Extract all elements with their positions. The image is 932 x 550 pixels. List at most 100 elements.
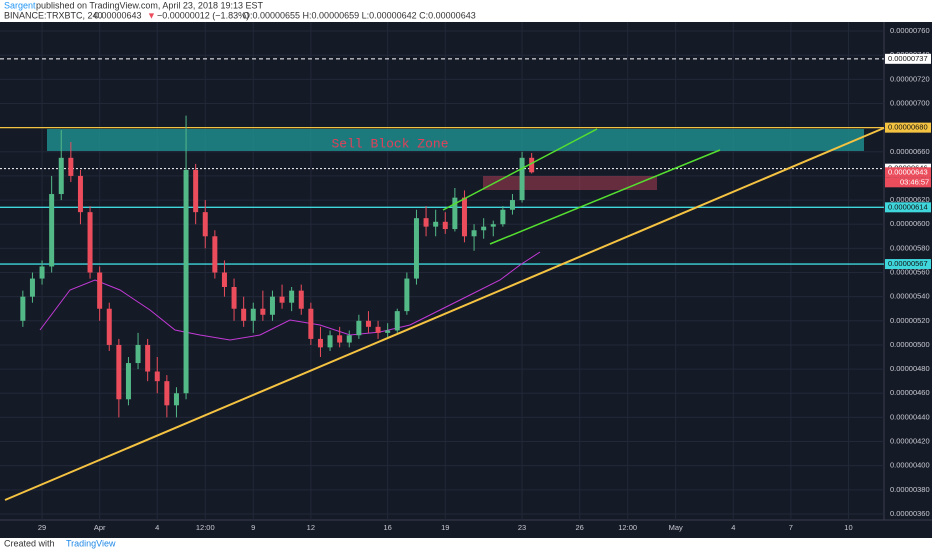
candle-body — [337, 335, 343, 343]
candle-body — [317, 338, 323, 348]
level-tag — [885, 53, 931, 64]
y-tick-label: 0.00000700 — [890, 98, 930, 107]
x-tick-label: 10 — [844, 523, 852, 532]
countdown: 03:46:57 — [900, 177, 929, 186]
y-tick-label: 0.00000420 — [890, 437, 930, 446]
last-price: 0.00000643 — [94, 10, 142, 20]
y-tick-label: 0.00000460 — [890, 388, 930, 397]
footer-brand[interactable]: TradingView — [66, 538, 116, 548]
candle-body — [49, 194, 55, 267]
candle-body — [260, 308, 266, 315]
candle-body — [212, 236, 218, 273]
x-tick-label: 7 — [789, 523, 793, 532]
level-label: 0.00000614 — [888, 202, 928, 211]
x-tick-label: 12 — [307, 523, 315, 532]
footer-bar — [0, 538, 932, 550]
y-tick-label: 0.00000720 — [890, 74, 930, 83]
red-box — [483, 176, 657, 190]
direction: ▼ — [147, 10, 156, 20]
x-tick-label: 4 — [731, 523, 735, 532]
level-label: 0.00000567 — [888, 259, 928, 268]
candle-body — [106, 308, 112, 345]
ohlc: O:0.00000655 H:0.00000659 L:0.00000642 C… — [243, 10, 476, 20]
candle-body — [20, 296, 26, 321]
candle-body — [193, 169, 199, 213]
x-tick-label: 29 — [38, 523, 46, 532]
y-tick-label: 0.00000480 — [890, 364, 930, 373]
candle-body — [145, 344, 151, 372]
candle-body — [452, 197, 458, 230]
countdown-tag — [885, 177, 931, 188]
candle-body — [394, 311, 400, 331]
candle-body — [279, 296, 285, 303]
level-label: 0.00000643 — [888, 167, 928, 176]
level-label: 0.00000737 — [888, 54, 928, 63]
change: −0.00000012 (−1.83%) — [157, 10, 249, 20]
candle-body — [68, 157, 74, 176]
candle-body — [77, 175, 83, 213]
x-tick-label: 26 — [575, 523, 583, 532]
candle-body — [39, 266, 45, 279]
y-tick-label: 0.00000520 — [890, 316, 930, 325]
zone-label: Sell Block Zone — [331, 136, 448, 151]
x-tick-label: 16 — [383, 523, 391, 532]
candle-body — [375, 326, 381, 333]
candles — [20, 115, 535, 418]
grid — [0, 22, 884, 520]
x-tick-label: 4 — [155, 523, 159, 532]
x-tick-label: 19 — [441, 523, 449, 532]
x-tick-label: 9 — [251, 523, 255, 532]
candle-body — [289, 290, 295, 303]
candle-body — [135, 344, 141, 364]
candle-body — [183, 169, 189, 394]
y-tick-label: 0.00000400 — [890, 461, 930, 470]
candle-body — [164, 381, 170, 406]
x-tick-label: 23 — [518, 523, 526, 532]
y-tick-label: 0.00000760 — [890, 26, 930, 35]
candle-body — [365, 320, 371, 327]
x-tick-label: Apr — [94, 523, 106, 532]
candle-body — [125, 363, 131, 400]
y-tick-label: 0.00000360 — [890, 509, 930, 518]
candle-body — [308, 308, 314, 339]
y-tick-label: 0.00000560 — [890, 267, 930, 276]
y-tick-label: 0.00000500 — [890, 340, 930, 349]
y-tick-label: 0.00000440 — [890, 412, 930, 421]
moving-average — [39, 251, 541, 341]
candle-body — [58, 157, 64, 195]
level-tag — [885, 259, 931, 270]
candle-body — [356, 320, 362, 336]
level-tag — [885, 122, 931, 133]
candle-body — [509, 200, 515, 210]
level-label: 0.00000680 — [888, 123, 928, 132]
candle-body — [87, 212, 93, 273]
candle-body — [173, 393, 179, 406]
channel-lower — [489, 149, 721, 245]
candle-body — [116, 344, 122, 400]
candle-body — [500, 209, 506, 225]
y-tick-label: 0.00000660 — [890, 147, 930, 156]
candle-body — [433, 221, 439, 227]
candle-body — [221, 272, 227, 287]
candle-body — [529, 157, 535, 173]
candle-body — [461, 197, 467, 237]
candle-body — [231, 286, 237, 309]
candle-body — [327, 335, 333, 348]
y-tick-label: 0.00000600 — [890, 219, 930, 228]
candle-body — [519, 157, 525, 201]
x-tick-label: May — [669, 523, 683, 532]
published: published on TradingView.com, April 23, … — [36, 0, 263, 10]
footer-created: Created with — [4, 538, 55, 548]
candle-body — [481, 226, 487, 231]
candle-body — [471, 230, 477, 237]
candle-body — [490, 224, 496, 227]
candle-body — [404, 278, 410, 312]
y-tick-label: 0.00000540 — [890, 292, 930, 301]
candle-body — [97, 272, 103, 309]
symbol: BINANCE:TRXBTC, 240 — [4, 10, 103, 20]
x-tick-label: 12:00 — [196, 523, 215, 532]
candle-body — [298, 290, 304, 309]
author[interactable]: Sargent — [4, 0, 36, 10]
candle-body — [423, 218, 429, 227]
